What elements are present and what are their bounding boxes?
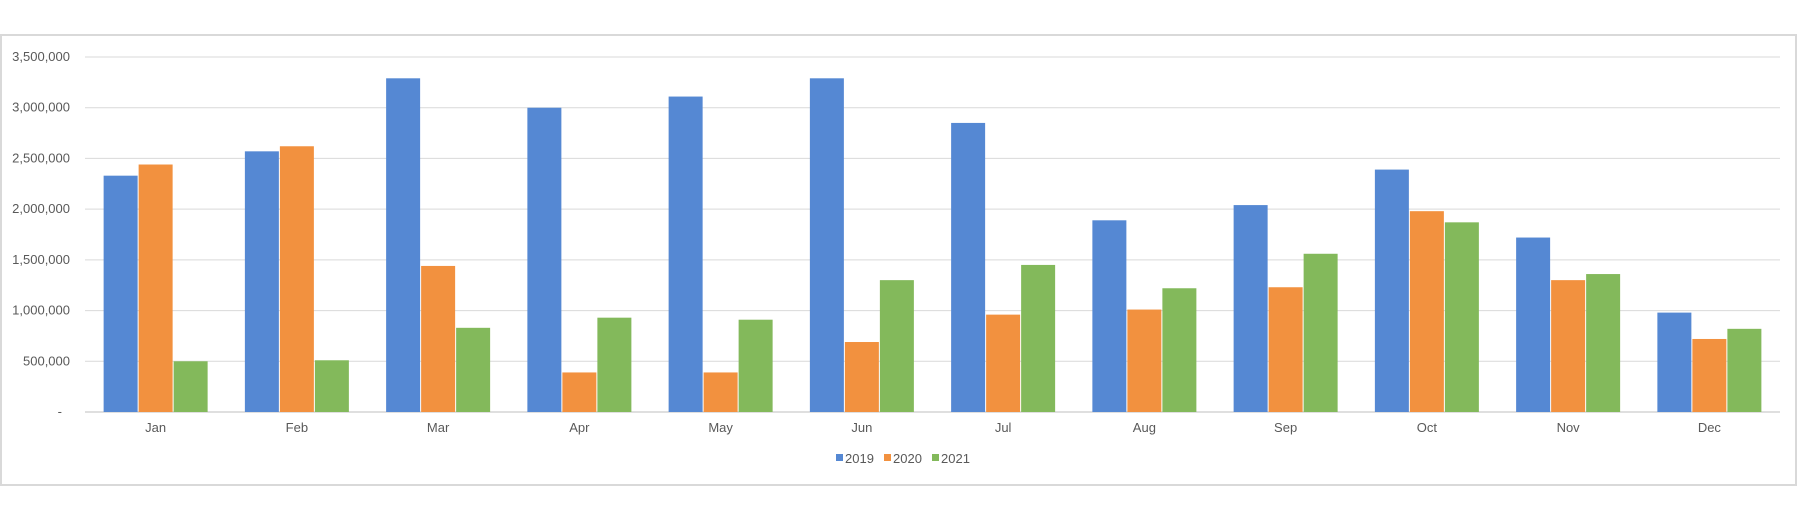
x-tick-label: Oct <box>1417 420 1438 435</box>
bar-2021-oct <box>1444 222 1479 412</box>
bar-2019-may <box>668 96 703 413</box>
bar-2021-aug <box>1162 288 1197 412</box>
bar-2020-mar <box>421 265 456 412</box>
legend-label-2021: 2021 <box>941 451 970 466</box>
bar-2019-feb <box>244 151 279 413</box>
gridlines <box>85 56 1780 413</box>
bar-2020-jul <box>986 314 1021 412</box>
x-tick-label: Jul <box>995 420 1012 435</box>
bar-2019-apr <box>527 107 562 412</box>
bar-2020-dec <box>1692 338 1727 412</box>
legend-swatch-2019 <box>836 454 843 461</box>
bar-2021-jun <box>879 280 914 412</box>
bar-2021-sep <box>1303 253 1338 412</box>
legend-label-2020: 2020 <box>893 451 922 466</box>
bar-2021-mar <box>456 327 491 412</box>
x-tick-label: Jun <box>851 420 872 435</box>
x-tick-label: Apr <box>569 420 590 435</box>
bar-2020-sep <box>1268 287 1303 412</box>
y-tick-label: 2,000,000 <box>12 201 70 216</box>
bar-2021-dec <box>1727 328 1762 412</box>
x-tick-label: Feb <box>286 420 308 435</box>
x-tick-label: Jan <box>145 420 166 435</box>
x-tick-label: Nov <box>1557 420 1581 435</box>
legend: 2019 2020 2021 <box>836 451 970 466</box>
bar-2019-aug <box>1092 220 1127 412</box>
bar-2021-may <box>738 319 773 412</box>
bar-2019-nov <box>1516 237 1551 412</box>
bar-2020-may <box>703 372 738 412</box>
bar-2020-feb <box>279 146 314 412</box>
bar-2019-sep <box>1233 205 1268 412</box>
bar-2020-aug <box>1127 309 1162 412</box>
bar-2021-apr <box>597 317 632 412</box>
bar-2020-nov <box>1551 280 1586 412</box>
x-axis-ticks: Jan Feb Mar Apr May Jun Jul Aug Sep Oct Nov Dec <box>145 420 1721 435</box>
bar-2020-apr <box>562 372 597 412</box>
bars <box>103 78 1762 413</box>
bar-2021-jul <box>1021 264 1056 412</box>
bar-2021-jan <box>173 361 208 412</box>
bar-2019-jul <box>951 122 986 412</box>
y-tick-label: 3,000,000 <box>12 100 70 115</box>
bar-2020-jun <box>844 342 879 412</box>
y-tick-label: 1,500,000 <box>12 252 70 267</box>
x-tick-label: Dec <box>1698 420 1722 435</box>
x-tick-label: May <box>708 420 733 435</box>
x-tick-label: Sep <box>1274 420 1297 435</box>
bar-2019-oct <box>1374 169 1409 412</box>
bar-2019-jun <box>809 78 844 413</box>
x-tick-label: Aug <box>1133 420 1156 435</box>
y-tick-label: - <box>58 404 62 419</box>
bar-2021-nov <box>1586 274 1621 412</box>
y-tick-label: 1,000,000 <box>12 303 70 318</box>
y-tick-label: 2,500,000 <box>12 150 70 165</box>
bar-2020-oct <box>1409 211 1444 412</box>
bar-2020-jan <box>138 164 173 412</box>
y-axis-ticks: - 500,000 1,000,000 1,500,000 2,000,000 2,500… <box>12 49 70 419</box>
bar-2019-mar <box>386 78 421 413</box>
y-tick-label: 500,000 <box>23 353 70 368</box>
y-tick-label: 3,500,000 <box>12 49 70 64</box>
legend-swatch-2020 <box>884 454 891 461</box>
x-tick-label: Mar <box>427 420 450 435</box>
bar-2019-dec <box>1657 312 1692 412</box>
bar-2021-feb <box>314 360 349 412</box>
bar-2019-jan <box>103 175 138 412</box>
legend-swatch-2021 <box>932 454 939 461</box>
legend-label-2019: 2019 <box>845 451 874 466</box>
